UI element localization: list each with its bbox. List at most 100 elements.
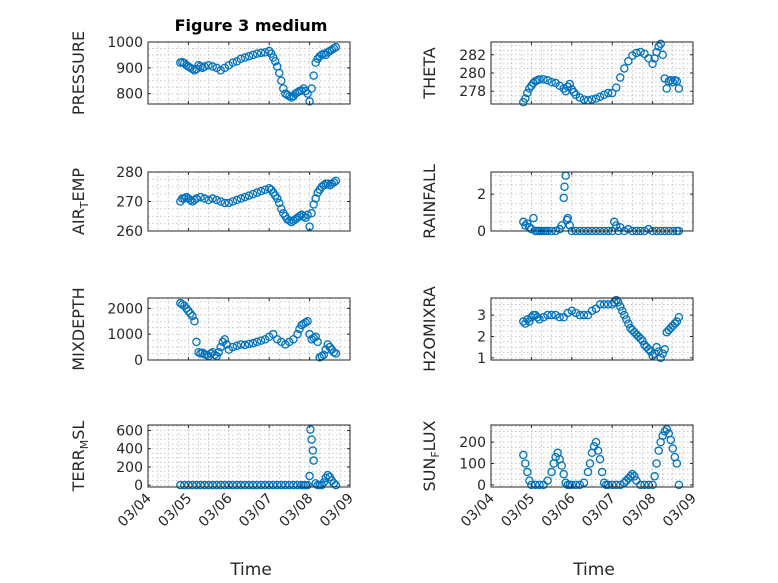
data-point: [644, 54, 653, 63]
x-tick-label: 03/07: [236, 491, 276, 531]
data-point: [188, 64, 197, 74]
data-point: [232, 480, 242, 490]
data-point: [622, 315, 631, 324]
y-tick-label: 3: [477, 308, 486, 324]
data-point: [248, 338, 258, 348]
data-point: [666, 435, 676, 445]
data-point: [311, 332, 320, 341]
data-point: [607, 480, 617, 490]
data-point: [275, 198, 284, 208]
data-point: [252, 480, 262, 490]
y-axis-label: TERRMSL: [69, 421, 91, 493]
data-point: [192, 480, 201, 490]
data-point: [228, 342, 238, 352]
data-point: [303, 316, 312, 326]
data-point: [277, 480, 286, 490]
data-point: [616, 302, 625, 311]
data-point: [632, 48, 641, 58]
data-point: [599, 90, 609, 100]
y-tick-label: 2: [477, 329, 486, 345]
x-tick-label: 03/06: [539, 490, 579, 530]
data-point: [192, 337, 201, 347]
data-point: [523, 467, 532, 477]
data-point: [244, 191, 254, 200]
data-point: [182, 304, 191, 313]
data-point: [268, 329, 278, 339]
data-point: [618, 306, 627, 316]
data-point: [557, 461, 566, 470]
data-point: [307, 435, 316, 444]
data-point: [567, 480, 577, 490]
data-point: [658, 349, 667, 358]
x-tick-label: 03/09: [317, 491, 357, 531]
data-point: [521, 94, 530, 103]
data-point: [240, 340, 250, 350]
data-point: [331, 480, 341, 490]
data-point: [560, 182, 569, 191]
data-point: [299, 211, 308, 221]
data-point: [232, 341, 242, 351]
axes-box: [490, 171, 694, 232]
data-point: [656, 353, 665, 363]
data-point: [236, 480, 246, 490]
data-point: [252, 188, 262, 197]
data-point: [331, 349, 341, 358]
data-point: [224, 480, 234, 490]
data-point: [591, 94, 601, 103]
y-tick-label: 260: [116, 224, 143, 240]
data-point: [220, 335, 230, 344]
data-point: [674, 312, 684, 322]
data-point: [186, 195, 195, 205]
data-point: [248, 480, 258, 490]
data-point: [273, 480, 282, 490]
axes-box: [490, 424, 694, 488]
data-point: [547, 77, 556, 87]
y-tick-label: 0: [134, 353, 143, 369]
data-point: [525, 317, 534, 326]
data-point: [319, 350, 328, 360]
y-tick-label: 0: [477, 478, 486, 494]
data-point: [192, 194, 201, 203]
data-point: [603, 88, 613, 98]
data-point: [305, 471, 314, 481]
data-point: [256, 336, 266, 345]
data-point: [236, 194, 246, 203]
data-point: [595, 454, 605, 464]
data-point: [551, 452, 560, 462]
data-point: [308, 446, 318, 455]
data-point: [660, 427, 669, 436]
data-point: [535, 75, 544, 84]
data-point: [636, 334, 645, 343]
subplot-theta: 278 280 282 THETA: [420, 39, 694, 107]
data-point: [303, 89, 312, 98]
data-point: [279, 84, 288, 93]
y-axis-label: AIRTEMP: [69, 168, 91, 235]
subplot-rainfall: 0 2 RAINFALL: [420, 164, 694, 240]
data-point: [565, 221, 575, 230]
data-point: [252, 49, 262, 58]
y-tick-label: 1000: [107, 35, 143, 51]
data-point: [597, 467, 607, 477]
data-point: [563, 308, 573, 318]
subplot-sunflux: 0 100 200 03/04 03/05 03/06 03/07 03/08 03/09 SUN…: [420, 420, 700, 530]
data-point: [660, 345, 669, 354]
y-tick-label: 400: [116, 442, 143, 458]
x-tick-label: 03/04: [115, 490, 155, 530]
data-point: [325, 342, 335, 352]
y-tick-label: 0: [134, 478, 143, 494]
y-tick-label: 280: [459, 66, 486, 82]
y-axis-label: MIXDEPTH: [69, 287, 88, 370]
data-point: [630, 472, 639, 481]
y-tick-label: 900: [116, 61, 143, 77]
data-point: [543, 76, 552, 85]
data-point: [248, 50, 258, 60]
y-tick-label: 2000: [107, 301, 143, 317]
data-point: [567, 306, 577, 316]
data-point: [256, 48, 266, 58]
data-point: [208, 194, 217, 203]
data-point: [662, 425, 671, 434]
data-point: [309, 71, 318, 80]
data-point: [525, 476, 534, 485]
y-tick-label: 280: [116, 165, 143, 181]
